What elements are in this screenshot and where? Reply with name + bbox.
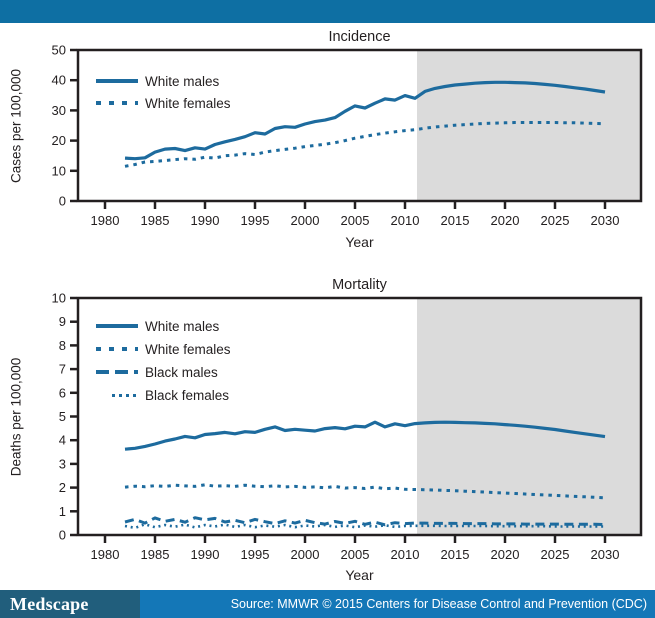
y-tick-label: 7 xyxy=(59,362,66,377)
incidence-legend: White males White females xyxy=(96,73,231,117)
x-tick-label: 2000 xyxy=(291,213,320,228)
mortality-legend: White males White females Black males Bl… xyxy=(96,318,231,410)
series-line-white-females xyxy=(124,483,606,500)
y-tick-label: 2 xyxy=(59,480,66,495)
x-tick-label: 2000 xyxy=(291,547,320,562)
x-tick-label: 2015 xyxy=(441,547,470,562)
legend-label: White males xyxy=(145,318,220,334)
y-tick-label: 0 xyxy=(59,194,66,209)
y-tick-label: 3 xyxy=(59,456,66,471)
legend-label: White females xyxy=(145,95,231,111)
y-tick-label: 9 xyxy=(59,314,66,329)
footer-bar: Medscape Source: MMWR © 2015 Centers for… xyxy=(0,590,655,618)
y-tick-label: 0 xyxy=(59,528,66,543)
legend-item: Black females xyxy=(96,387,231,403)
solid-line-sample xyxy=(96,324,138,328)
incidence-x-axis-label: Year xyxy=(345,234,374,250)
x-tick-label: 2030 xyxy=(591,547,620,562)
incidence-y-axis-label: Cases per 100,000 xyxy=(8,68,24,184)
legend-label: Black females xyxy=(145,387,230,403)
y-tick-label: 1 xyxy=(59,504,66,519)
solid-line-sample xyxy=(96,79,138,83)
series-line-black-females xyxy=(124,523,605,530)
y-tick-label: 10 xyxy=(52,291,66,306)
series-line-white-males xyxy=(124,420,606,451)
x-tick-label: 2030 xyxy=(591,213,620,228)
top-bar xyxy=(0,0,655,23)
y-tick-label: 20 xyxy=(52,133,66,148)
legend-item: White females xyxy=(96,341,231,357)
plot-frame xyxy=(76,48,643,203)
x-tick-label: 1980 xyxy=(91,547,120,562)
dotted-line-sample xyxy=(112,393,138,397)
medscape-logo: Medscape xyxy=(0,590,140,618)
x-tick-label: 1980 xyxy=(91,213,120,228)
y-tick-label: 8 xyxy=(59,338,66,353)
square-dash-line-sample xyxy=(96,101,138,105)
long-dash-line-sample xyxy=(96,370,138,374)
x-tick-label: 1985 xyxy=(141,547,170,562)
mortality-y-axis-label: Deaths per 100,000 xyxy=(8,357,24,477)
y-tick-label: 10 xyxy=(52,163,66,178)
y-tick-label: 5 xyxy=(59,409,66,424)
x-tick-label: 2020 xyxy=(491,213,520,228)
y-tick-label: 4 xyxy=(59,433,66,448)
projection-region xyxy=(417,298,641,535)
square-dash-line-sample xyxy=(96,347,138,351)
incidence-title: Incidence xyxy=(328,29,391,45)
x-tick-label: 2025 xyxy=(541,547,570,562)
x-tick-label: 1990 xyxy=(191,213,220,228)
x-tick-label: 2010 xyxy=(391,547,420,562)
legend-item: White males xyxy=(96,318,231,334)
x-tick-label: 1995 xyxy=(241,547,270,562)
legend-item: White males xyxy=(96,73,231,89)
plot-frame xyxy=(76,296,643,537)
x-tick-label: 2005 xyxy=(341,547,370,562)
source-credit: Source: MMWR © 2015 Centers for Disease … xyxy=(140,590,655,618)
series-line-white-males xyxy=(124,80,606,161)
x-tick-label: 1985 xyxy=(141,213,170,228)
x-tick-label: 2025 xyxy=(541,213,570,228)
legend-label: Black males xyxy=(145,364,218,380)
legend-label: White females xyxy=(145,341,231,357)
projection-region xyxy=(417,50,641,201)
y-tick-label: 50 xyxy=(52,43,66,58)
x-tick-label: 1990 xyxy=(191,547,220,562)
mortality-title: Mortality xyxy=(332,277,387,293)
legend-item: White females xyxy=(96,95,231,111)
y-tick-label: 30 xyxy=(52,103,66,118)
x-tick-label: 2015 xyxy=(441,213,470,228)
legend-label: White males xyxy=(145,73,220,89)
y-tick-label: 6 xyxy=(59,385,66,400)
mortality-x-axis-label: Year xyxy=(345,567,374,583)
x-tick-label: 2010 xyxy=(391,213,420,228)
y-tick-label: 40 xyxy=(52,73,66,88)
x-tick-label: 2020 xyxy=(491,547,520,562)
legend-item: Black males xyxy=(96,364,231,380)
x-tick-label: 1995 xyxy=(241,213,270,228)
x-tick-label: 2005 xyxy=(341,213,370,228)
